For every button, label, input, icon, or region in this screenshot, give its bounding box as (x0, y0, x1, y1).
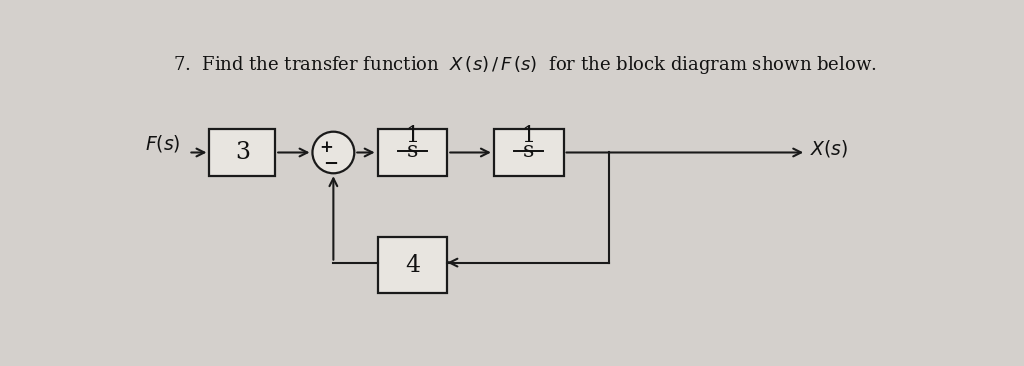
Text: 7.  Find the transfer function  $X\,(s)\,/\,F\,(s)$  for the block diagram shown: 7. Find the transfer function $X\,(s)\,/… (173, 54, 877, 76)
Text: +: + (319, 139, 334, 156)
FancyBboxPatch shape (378, 237, 447, 294)
FancyBboxPatch shape (209, 130, 275, 176)
Text: $X(s)$: $X(s)$ (810, 138, 849, 159)
Text: 1: 1 (406, 125, 420, 147)
FancyBboxPatch shape (378, 130, 447, 176)
Text: s: s (523, 140, 535, 162)
Circle shape (312, 132, 354, 173)
Text: 1: 1 (521, 125, 536, 147)
FancyBboxPatch shape (494, 130, 563, 176)
Text: s: s (407, 140, 418, 162)
Text: −: − (323, 155, 338, 173)
Text: 3: 3 (234, 141, 250, 164)
Text: $F(s)$: $F(s)$ (145, 133, 180, 154)
Text: 4: 4 (404, 254, 420, 277)
